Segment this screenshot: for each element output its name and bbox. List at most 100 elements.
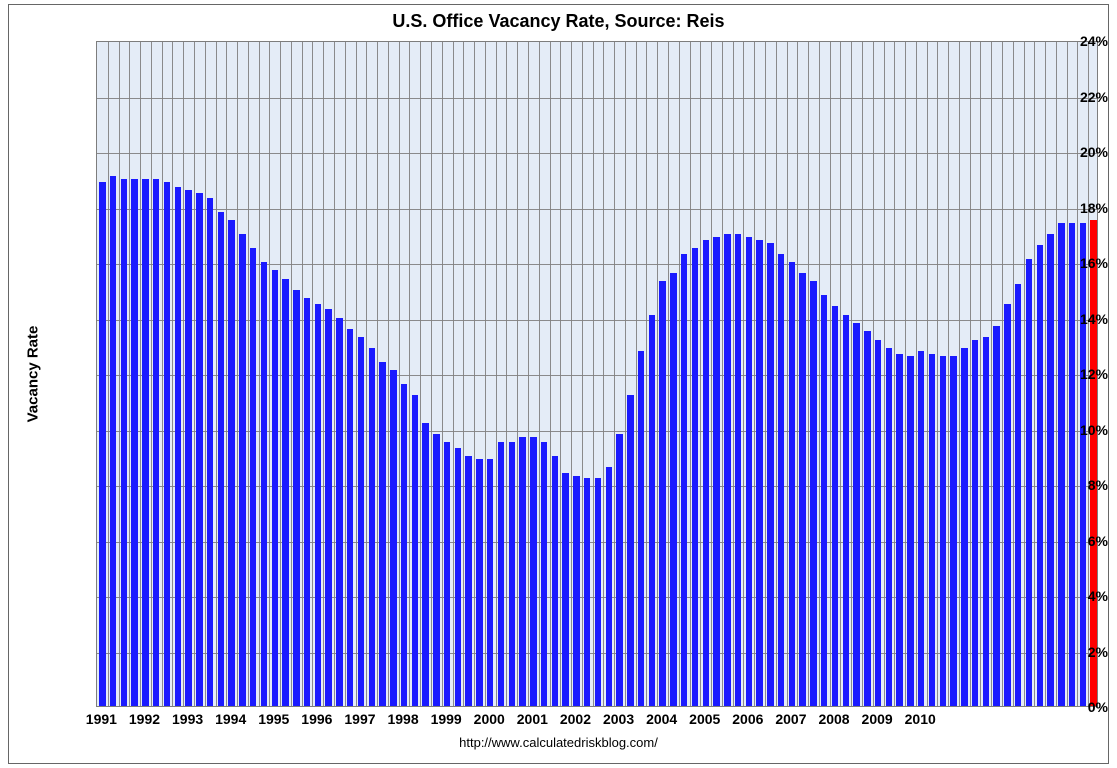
bar <box>110 176 116 706</box>
gridline-v <box>776 42 777 706</box>
gridline-v <box>528 42 529 706</box>
bar <box>606 467 612 706</box>
ytick-label: 24% <box>1029 33 1108 49</box>
ytick-label: 10% <box>1029 422 1108 438</box>
gridline-v <box>884 42 885 706</box>
y-axis-title: Vacancy Rate <box>25 326 42 423</box>
gridline-v <box>356 42 357 706</box>
bar <box>315 304 321 706</box>
bar <box>627 395 633 706</box>
gridline-v <box>409 42 410 706</box>
ytick-label: 12% <box>1029 366 1108 382</box>
gridline-v <box>905 42 906 706</box>
bar <box>444 442 450 706</box>
xtick-label: 1994 <box>215 711 246 727</box>
gridline-v <box>506 42 507 706</box>
gridline-v <box>819 42 820 706</box>
bar <box>1004 304 1010 706</box>
gridline-v <box>948 42 949 706</box>
xtick-label: 1993 <box>172 711 203 727</box>
bar <box>853 323 859 706</box>
xtick-label: 2008 <box>818 711 849 727</box>
gridline-v <box>463 42 464 706</box>
xtick-label: 1999 <box>431 711 462 727</box>
gridline-v <box>302 42 303 706</box>
gridline-v <box>754 42 755 706</box>
gridline-v <box>603 42 604 706</box>
gridline-v <box>797 42 798 706</box>
bar <box>250 248 256 706</box>
bar <box>142 179 148 706</box>
bar <box>272 270 278 706</box>
gridline-v <box>496 42 497 706</box>
gridline-v <box>873 42 874 706</box>
gridline-v <box>625 42 626 706</box>
bar <box>616 434 622 706</box>
gridline-v <box>237 42 238 706</box>
gridline-v <box>280 42 281 706</box>
bar <box>336 318 342 707</box>
bar <box>1090 220 1096 706</box>
bar <box>552 456 558 706</box>
gridline-v <box>743 42 744 706</box>
gridline-v <box>205 42 206 706</box>
bar <box>1058 223 1064 706</box>
bar <box>735 234 741 706</box>
bar <box>304 298 310 706</box>
gridline-v <box>194 42 195 706</box>
gridline-v <box>345 42 346 706</box>
chart-title: U.S. Office Vacancy Rate, Source: Reis <box>9 11 1108 32</box>
ytick-label: 8% <box>1029 477 1108 493</box>
gridline-v <box>248 42 249 706</box>
gridline-v <box>1002 42 1003 706</box>
xtick-label: 2004 <box>646 711 677 727</box>
gridline-v <box>840 42 841 706</box>
gridline-v <box>442 42 443 706</box>
bar <box>864 331 870 706</box>
bar <box>940 356 946 706</box>
bar <box>789 262 795 706</box>
bar <box>379 362 385 706</box>
bar <box>422 423 428 706</box>
ytick-label: 20% <box>1029 144 1108 160</box>
gridline-v <box>700 42 701 706</box>
gridline-v <box>420 42 421 706</box>
bar <box>767 243 773 706</box>
bar <box>121 179 127 706</box>
gridline-v <box>970 42 971 706</box>
gridline-v <box>722 42 723 706</box>
gridline-v <box>119 42 120 706</box>
bar <box>821 295 827 706</box>
gridline-v <box>679 42 680 706</box>
xtick-label: 2009 <box>862 711 893 727</box>
bar <box>239 234 245 706</box>
gridline-v <box>366 42 367 706</box>
gridline-v <box>1013 42 1014 706</box>
xtick-label: 1995 <box>258 711 289 727</box>
bar <box>810 281 816 706</box>
ytick-label: 18% <box>1029 200 1108 216</box>
bar <box>649 315 655 706</box>
bar <box>433 434 439 706</box>
gridline-v <box>269 42 270 706</box>
gridline-v <box>162 42 163 706</box>
bar <box>196 193 202 706</box>
gridline-v <box>183 42 184 706</box>
bar <box>218 212 224 706</box>
xtick-label: 2002 <box>560 711 591 727</box>
gridline-v <box>571 42 572 706</box>
bar <box>412 395 418 706</box>
xtick-label: 2005 <box>689 711 720 727</box>
chart-frame: U.S. Office Vacancy Rate, Source: Reis 0… <box>8 4 1109 764</box>
gridline-v <box>657 42 658 706</box>
gridline-v <box>334 42 335 706</box>
bar <box>1069 223 1075 706</box>
bar <box>886 348 892 706</box>
gridline-v <box>323 42 324 706</box>
bar <box>918 351 924 706</box>
bar <box>983 337 989 706</box>
gridline-v <box>959 42 960 706</box>
gridline-v <box>636 42 637 706</box>
plot-area <box>96 41 1098 707</box>
gridline-v <box>862 42 863 706</box>
